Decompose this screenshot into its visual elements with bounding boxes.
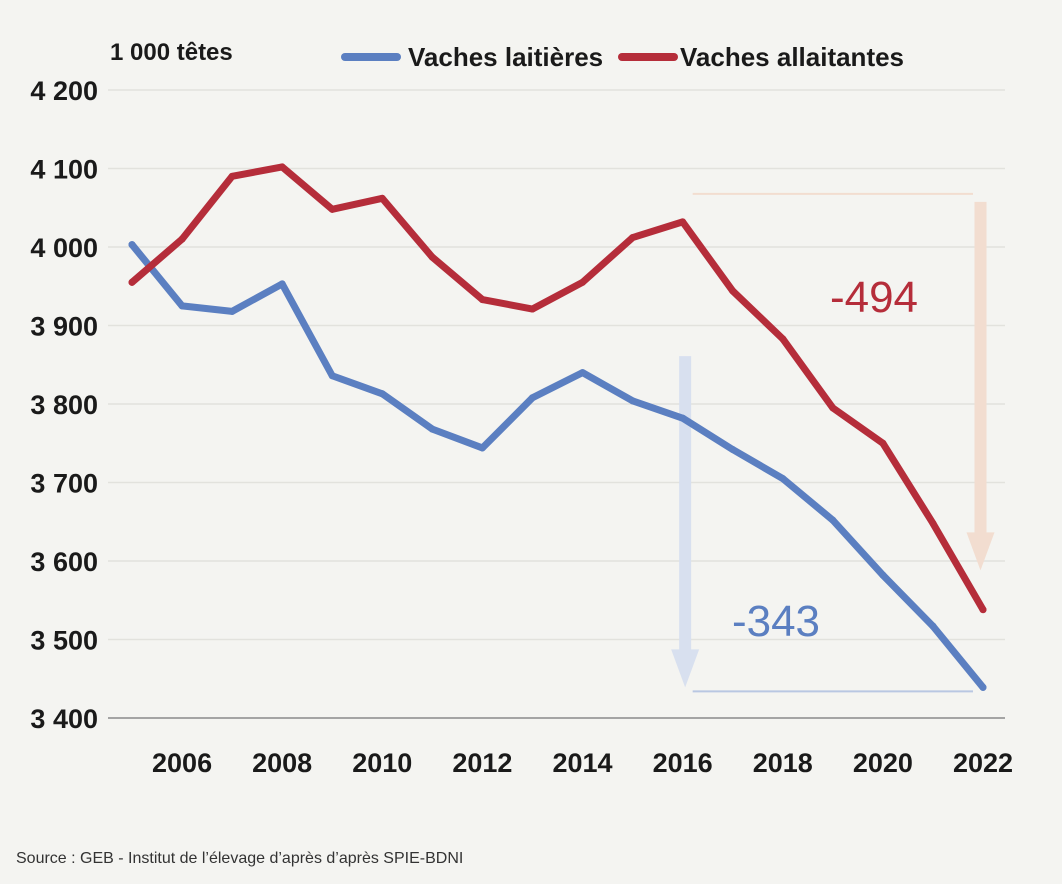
series-line-laitieres bbox=[128, 241, 987, 691]
y-tick-label: 3 800 bbox=[30, 390, 98, 420]
x-axis-ticks: 2006 2008 2010 2012 2014 2016 2018 2020 2022 bbox=[152, 748, 1013, 778]
y-tick-label: 3 600 bbox=[30, 547, 98, 577]
data-point bbox=[128, 278, 136, 286]
data-point bbox=[779, 335, 787, 343]
annotation-label-allaitantes: -494 bbox=[830, 273, 918, 322]
series-line-allaitantes bbox=[128, 163, 987, 614]
x-tick-label: 2014 bbox=[552, 748, 612, 778]
annotation-label-laitieres: -343 bbox=[732, 597, 820, 646]
y-tick-label: 3 700 bbox=[30, 469, 98, 499]
data-point bbox=[178, 302, 186, 310]
data-point bbox=[528, 305, 536, 313]
series-lines bbox=[128, 163, 987, 691]
data-point bbox=[629, 397, 637, 405]
gridlines bbox=[108, 89, 1005, 719]
annotation-arrows bbox=[671, 192, 995, 693]
data-point bbox=[228, 307, 236, 315]
x-tick-label: 2008 bbox=[252, 748, 312, 778]
data-point bbox=[228, 172, 236, 180]
data-point bbox=[629, 234, 637, 242]
data-point bbox=[428, 425, 436, 433]
arrow-shaft-allaitantes bbox=[974, 201, 987, 535]
data-point bbox=[979, 606, 987, 614]
data-point bbox=[829, 404, 837, 412]
data-point bbox=[979, 683, 987, 691]
y-tick-label: 4 200 bbox=[30, 76, 98, 106]
y-tick-label: 4 000 bbox=[30, 233, 98, 263]
data-point bbox=[679, 218, 687, 226]
x-tick-label: 2006 bbox=[152, 748, 212, 778]
arrow-head-laitieres bbox=[671, 649, 700, 688]
data-point bbox=[428, 253, 436, 261]
y-axis-unit-label: 1 000 têtes bbox=[110, 39, 233, 66]
data-point bbox=[929, 622, 937, 630]
annotation-labels: -494 -343 bbox=[732, 273, 918, 646]
y-tick-label: 3 500 bbox=[30, 626, 98, 656]
data-point bbox=[779, 475, 787, 483]
data-point bbox=[879, 439, 887, 447]
data-point bbox=[378, 194, 386, 202]
x-tick-label: 2018 bbox=[753, 748, 813, 778]
arrow-head-allaitantes bbox=[966, 532, 995, 571]
legend-label-laitieres: Vaches laitières bbox=[408, 42, 603, 72]
data-point bbox=[278, 280, 286, 288]
data-point bbox=[579, 278, 587, 286]
data-point bbox=[278, 163, 286, 171]
source-note: Source : GEB - Institut de l’élevage d’a… bbox=[16, 850, 464, 867]
x-tick-label: 2012 bbox=[452, 748, 512, 778]
data-point bbox=[478, 296, 486, 304]
y-tick-label: 3 900 bbox=[30, 312, 98, 342]
data-point bbox=[829, 516, 837, 524]
y-tick-label: 4 100 bbox=[30, 155, 98, 185]
data-point bbox=[528, 394, 536, 402]
x-tick-label: 2010 bbox=[352, 748, 412, 778]
data-point bbox=[729, 446, 737, 454]
data-point bbox=[879, 571, 887, 579]
x-tick-label: 2022 bbox=[953, 748, 1013, 778]
y-tick-label: 3 400 bbox=[30, 704, 98, 734]
legend-label-allaitantes: Vaches allaitantes bbox=[680, 42, 904, 72]
data-point bbox=[378, 390, 386, 398]
x-tick-label: 2020 bbox=[853, 748, 913, 778]
y-axis-ticks: 3 400 3 500 3 600 3 700 3 800 3 900 4 000 4 100… bbox=[30, 76, 98, 734]
data-point bbox=[128, 241, 136, 249]
arrow-shaft-laitieres bbox=[679, 356, 692, 652]
data-point bbox=[328, 372, 336, 380]
data-point bbox=[729, 287, 737, 295]
data-point bbox=[478, 444, 486, 452]
data-point bbox=[579, 369, 587, 377]
data-point bbox=[328, 205, 336, 213]
data-point bbox=[178, 235, 186, 243]
data-point bbox=[679, 414, 687, 422]
data-point bbox=[929, 519, 937, 527]
legend: Vaches laitières Vaches allaitantes bbox=[341, 42, 904, 72]
x-tick-label: 2016 bbox=[653, 748, 713, 778]
